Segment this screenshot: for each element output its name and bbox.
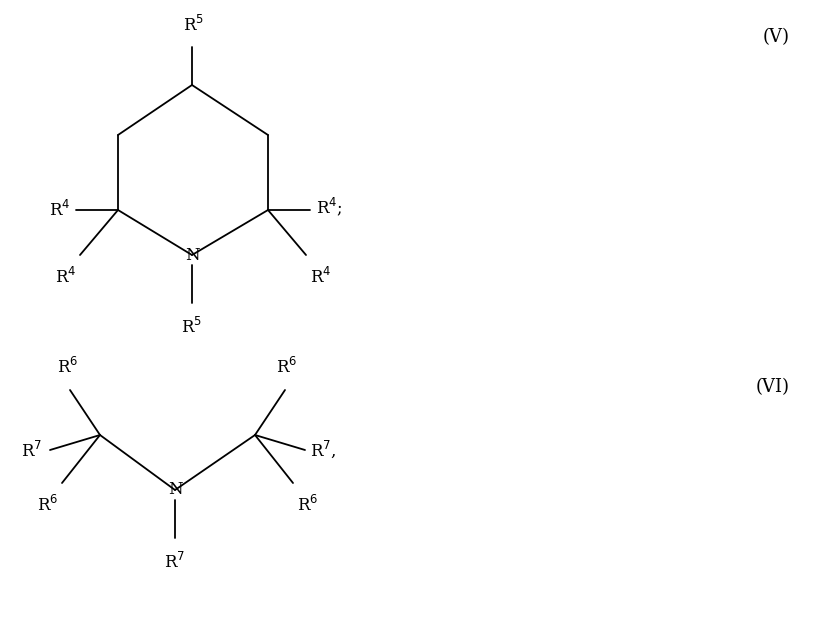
Text: R$^6$: R$^6$ [58,357,78,377]
Text: R$^4$;: R$^4$; [316,196,342,218]
Text: N: N [167,482,182,499]
Text: R$^5$: R$^5$ [183,15,205,35]
Text: R$^4$: R$^4$ [310,267,332,287]
Text: R$^7$: R$^7$ [164,552,186,572]
Text: (V): (V) [763,28,790,46]
Text: N: N [185,246,200,263]
Text: R$^5$: R$^5$ [182,317,202,337]
Text: R$^6$: R$^6$ [297,495,318,515]
Text: R$^6$: R$^6$ [36,495,58,515]
Text: R$^7$: R$^7$ [21,441,42,461]
Text: R$^6$: R$^6$ [276,357,298,377]
Text: R$^4$: R$^4$ [49,200,70,220]
Text: (VI): (VI) [756,378,790,396]
Text: R$^7$,: R$^7$, [310,438,337,460]
Text: R$^4$: R$^4$ [54,267,76,287]
